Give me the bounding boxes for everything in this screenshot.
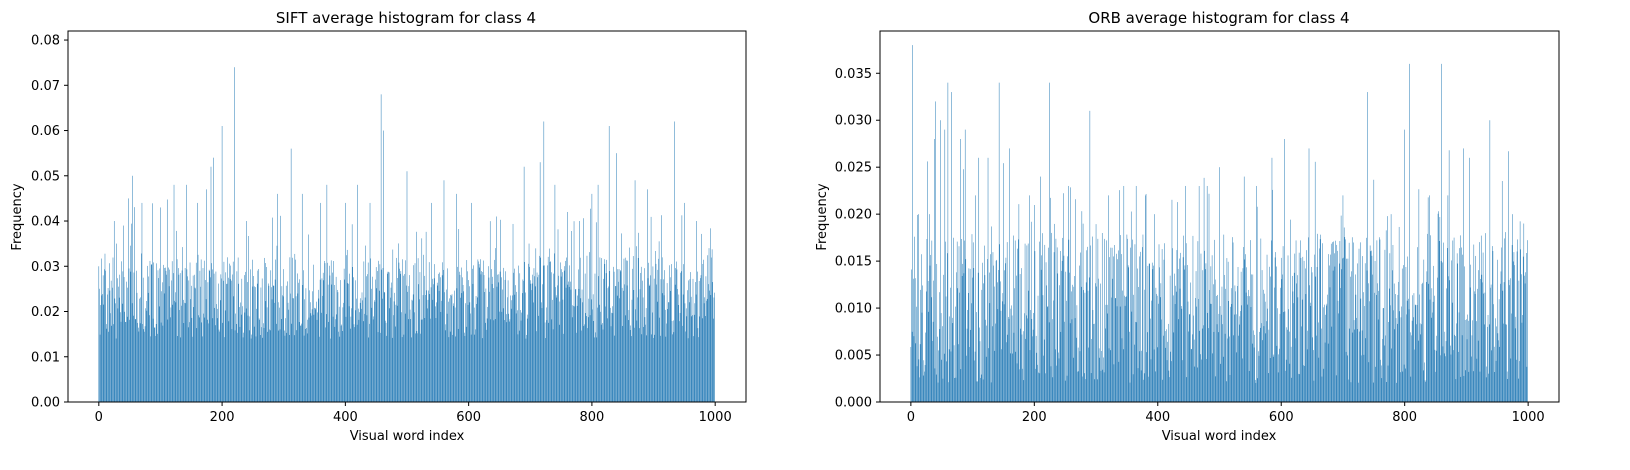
y-tick-label: 0.01 [31, 350, 60, 365]
y-tick-label: 0.08 [31, 34, 60, 49]
x-tick-label: 800 [1392, 410, 1417, 425]
x-tick-label: 400 [1145, 410, 1170, 425]
x-axis-ticks: 0 200 400 600 800 1000 [907, 402, 1545, 425]
y-axis-ticks: 0.000 0.005 0.010 0.015 0.020 0.025 0.030 0.035 [835, 67, 880, 411]
x-axis-ticks: 0 200 400 600 800 1000 [95, 402, 732, 425]
y-tick-label: 0.005 [835, 349, 872, 364]
plot-frame [67, 30, 747, 403]
y-tick-label: 0.025 [835, 161, 872, 176]
y-tick-label: 0.00 [31, 396, 60, 411]
x-tick-label: 400 [333, 410, 358, 425]
sift-histogram-chart: SIFT average histogram for class 4 0.000… [10, 9, 747, 444]
y-tick-label: 0.035 [835, 67, 872, 82]
chart-title: ORB average histogram for class 4 [1088, 9, 1349, 27]
x-tick-label: 600 [1269, 410, 1294, 425]
x-tick-label: 800 [579, 410, 604, 425]
x-tick-label: 0 [95, 410, 103, 425]
x-tick-label: 600 [456, 410, 481, 425]
y-tick-label: 0.06 [31, 124, 60, 139]
y-tick-label: 0.07 [31, 79, 60, 94]
y-tick-label: 0.05 [31, 169, 60, 184]
x-axis-label: Visual word index [350, 429, 465, 444]
y-axis-label: Frequency [815, 183, 830, 250]
x-axis-label: Visual word index [1162, 429, 1277, 444]
y-tick-label: 0.015 [835, 255, 872, 270]
y-tick-label: 0.030 [835, 114, 872, 129]
y-tick-label: 0.04 [31, 215, 60, 230]
y-tick-label: 0.02 [31, 305, 60, 320]
bar-series [910, 45, 1528, 403]
x-tick-label: 1000 [699, 410, 732, 425]
y-tick-label: 0.020 [835, 208, 872, 223]
y-axis-label: Frequency [10, 183, 25, 250]
y-tick-label: 0.000 [835, 396, 872, 411]
y-axis-ticks: 0.00 0.01 0.02 0.03 0.04 0.05 0.06 0.07 0.08 [31, 34, 68, 411]
chart-title: SIFT average histogram for class 4 [276, 9, 536, 27]
y-tick-label: 0.010 [835, 302, 872, 317]
x-tick-label: 200 [1022, 410, 1047, 425]
y-tick-label: 0.03 [31, 260, 60, 275]
bar-series [98, 67, 715, 403]
orb-histogram-chart: ORB average histogram for class 4 0.0000… [815, 9, 1560, 444]
x-tick-label: 0 [907, 410, 915, 425]
x-tick-label: 1000 [1512, 410, 1545, 425]
plot-frame [879, 30, 1560, 403]
x-tick-label: 200 [210, 410, 235, 425]
